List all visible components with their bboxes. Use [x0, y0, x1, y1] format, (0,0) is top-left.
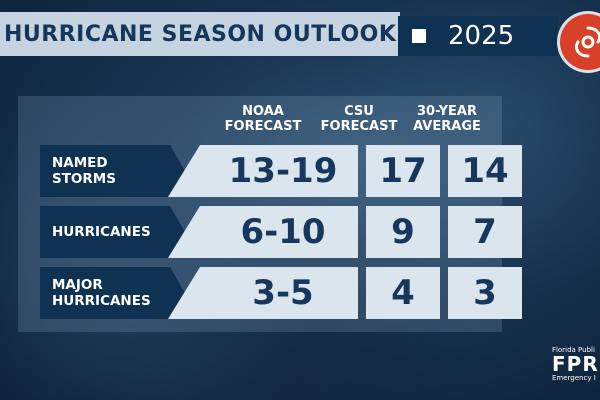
row-label-line: HURRICANES — [52, 224, 151, 240]
average-value: 3 — [448, 267, 522, 319]
hurricane-icon — [560, 14, 600, 70]
fpren-logo: Florida Publi FPR Emergency I — [552, 346, 600, 386]
hurricane-symbol — [574, 26, 600, 58]
column-header-line: FORECAST — [320, 119, 398, 134]
column-header-line: AVERAGE — [413, 119, 481, 134]
row-label: HURRICANES — [40, 206, 200, 258]
column-header-line: 30-YEAR — [417, 104, 477, 119]
row-label-line: HURRICANES — [52, 293, 151, 309]
average-value: 14 — [448, 145, 522, 197]
column-header-line: NOAA — [242, 104, 284, 119]
column-header-noaa: NOAA FORECAST — [208, 104, 318, 134]
csu-value: 17 — [366, 145, 440, 197]
page-title: HURRICANE SEASON OUTLOOK — [4, 21, 397, 47]
logo-line: Florida Publi — [552, 346, 595, 354]
noaa-value: 6-10 — [168, 206, 358, 258]
row-label: NAMED STORMS — [40, 145, 200, 197]
noaa-value: 13-19 — [168, 145, 358, 197]
row-label-line: MAJOR — [52, 277, 103, 293]
row-label-line: STORMS — [52, 171, 116, 187]
column-header-line: FORECAST — [224, 119, 302, 134]
row-label-line: NAMED — [52, 155, 108, 171]
csu-value: 4 — [366, 267, 440, 319]
square-icon — [412, 29, 426, 43]
column-header-csu: CSU FORECAST — [316, 104, 402, 134]
year-label: 2025 — [448, 21, 515, 51]
noaa-value: 3-5 — [168, 267, 358, 319]
csu-value: 9 — [366, 206, 440, 258]
title-bar: HURRICANE SEASON OUTLOOK — [0, 12, 400, 56]
column-header-average: 30-YEAR AVERAGE — [404, 104, 490, 134]
average-value: 7 — [448, 206, 522, 258]
logo-wordmark: FPR — [552, 352, 599, 376]
logo-line: Emergency I — [552, 374, 596, 382]
year-box: 2025 — [398, 16, 558, 56]
column-header-line: CSU — [344, 104, 374, 119]
